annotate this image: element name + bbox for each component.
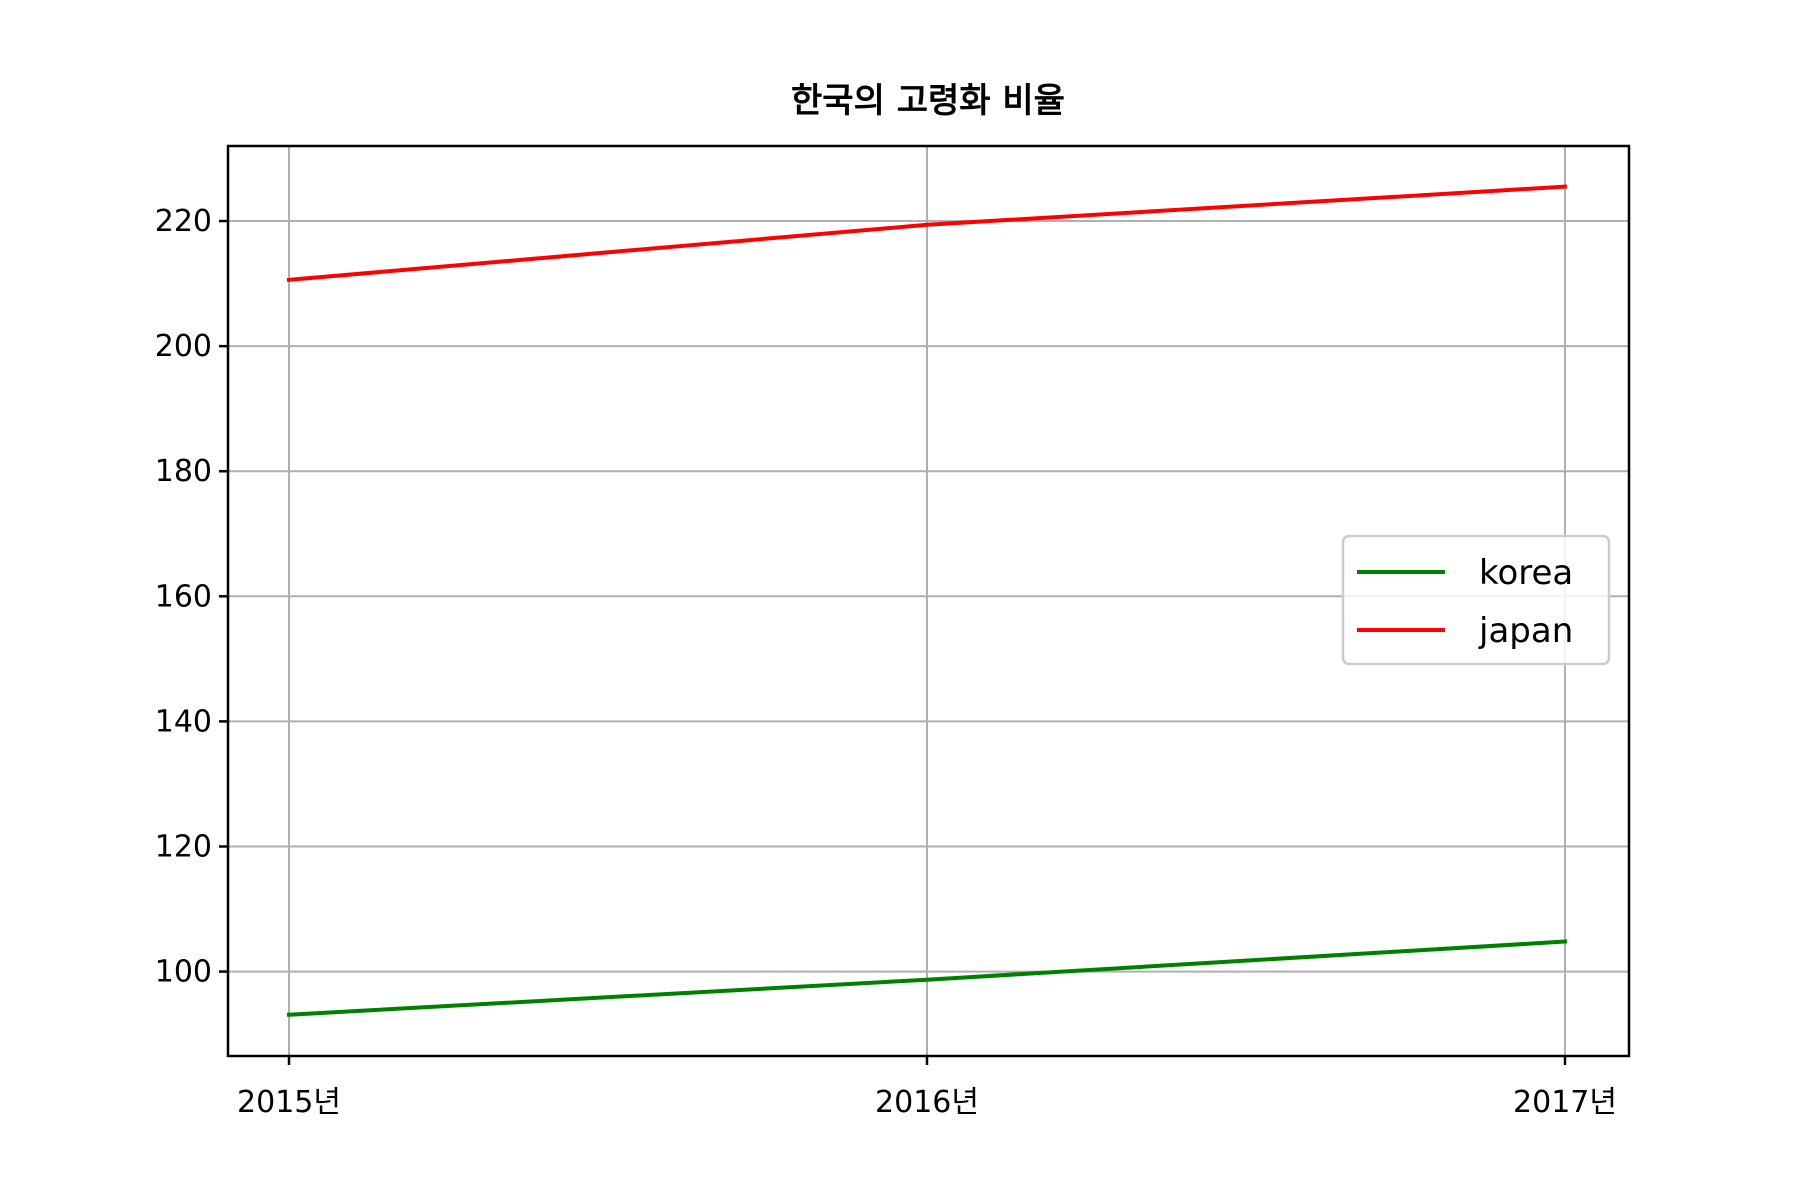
series-line-korea bbox=[286, 939, 1568, 1017]
x-tick-label: 2015년 bbox=[237, 1085, 341, 1120]
axes-frame bbox=[226, 144, 1631, 1058]
y-tick-label: 100 bbox=[155, 955, 212, 990]
series-layer bbox=[286, 184, 1568, 1017]
chart-title: 한국의 고령화 비율 bbox=[791, 81, 1065, 121]
legend-label-korea: korea bbox=[1479, 553, 1573, 593]
y-tick-label: 220 bbox=[155, 204, 212, 239]
y-tick-label: 200 bbox=[155, 329, 212, 364]
y-tick-label: 160 bbox=[155, 579, 212, 614]
y-tick-label: 140 bbox=[155, 704, 212, 739]
legend: korea japan bbox=[1341, 534, 1611, 666]
series-line-japan bbox=[286, 184, 1568, 283]
y-tick-label: 180 bbox=[155, 454, 212, 489]
legend-label-japan: japan bbox=[1478, 611, 1573, 651]
ticks-layer: 100 120 140 160 180 200 220 2015년 2016년 2017년 bbox=[155, 204, 1617, 1120]
x-tick-label: 2017년 bbox=[1513, 1085, 1617, 1120]
y-tick-label: 120 bbox=[155, 829, 212, 864]
x-tick-label: 2016년 bbox=[875, 1085, 979, 1120]
grid-layer bbox=[228, 146, 1629, 1056]
